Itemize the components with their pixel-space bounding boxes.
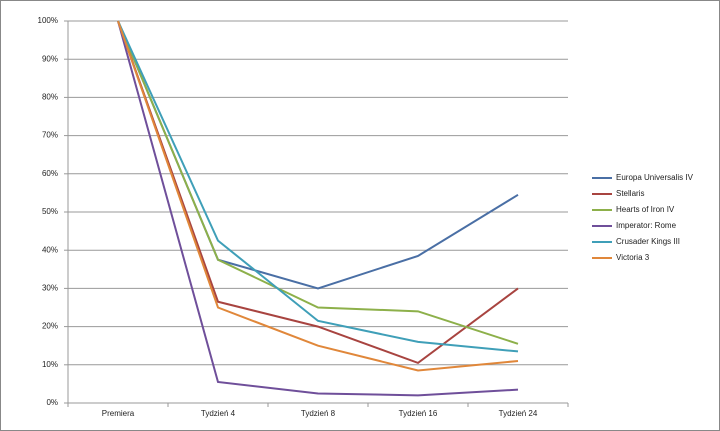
y-tick-label: 60% xyxy=(42,169,58,178)
x-tick-label: Tydzień 8 xyxy=(301,409,336,418)
legend-label: Hearts of Iron IV xyxy=(616,205,675,214)
legend-label: Imperator: Rome xyxy=(616,221,677,230)
x-tick-label: Tydzień 24 xyxy=(499,409,538,418)
legend-label: Europa Universalis IV xyxy=(616,173,694,182)
y-tick-label: 20% xyxy=(42,322,58,331)
series-line xyxy=(117,20,519,365)
y-tick-label: 100% xyxy=(38,16,58,25)
x-tick-label: Tydzień 4 xyxy=(201,409,236,418)
x-tick-label: Premiera xyxy=(102,409,135,418)
y-tick-label: 50% xyxy=(42,207,58,216)
y-tick-label: 10% xyxy=(42,360,58,369)
legend-label: Victoria 3 xyxy=(616,253,650,262)
legend-label: Stellaris xyxy=(616,189,644,198)
y-tick-label: 30% xyxy=(42,284,58,293)
x-tick-label: Tydzień 16 xyxy=(399,409,438,418)
y-tick-label: 0% xyxy=(46,398,58,407)
series-line xyxy=(117,20,519,345)
y-tick-label: 70% xyxy=(42,131,58,140)
y-tick-label: 90% xyxy=(42,54,58,63)
series-line xyxy=(117,20,519,372)
y-tick-label: 40% xyxy=(42,245,58,254)
series-line xyxy=(117,20,519,353)
y-tick-label: 80% xyxy=(42,93,58,102)
series-line xyxy=(117,20,519,397)
legend-label: Crusader Kings III xyxy=(616,237,680,246)
